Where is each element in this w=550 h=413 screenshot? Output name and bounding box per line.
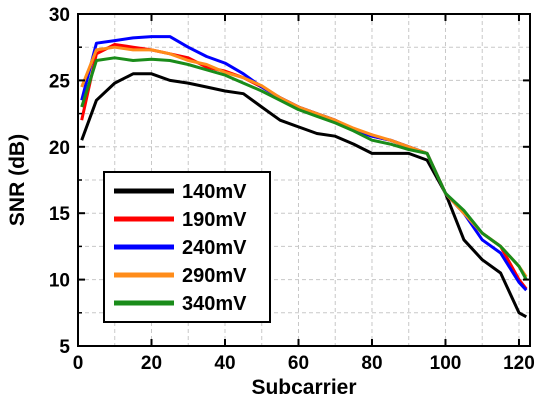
x-tick-label: 60: [288, 353, 309, 374]
y-tick-label: 25: [49, 71, 71, 92]
series-lines: [80, 35, 528, 319]
series-line-340mV: [80, 56, 528, 281]
x-tick-label: 0: [73, 353, 84, 374]
y-tick-label: 20: [49, 138, 70, 159]
x-tick-label: 20: [141, 353, 162, 374]
legend-label: 140mV: [182, 181, 247, 203]
legend-label: 240mV: [182, 237, 247, 259]
series-line-290mV: [80, 45, 528, 278]
x-tick-label: 100: [430, 353, 462, 374]
y-tick-label: 5: [59, 337, 70, 358]
x-tick-label: 120: [503, 353, 535, 374]
axis-ticks: 0 20 40 60 80 100 120 5 10 15 20 25 30: [49, 5, 535, 374]
y-tick-label: 10: [49, 271, 70, 292]
x-tick-label: 40: [214, 353, 235, 374]
legend-label: 290mV: [182, 265, 247, 287]
legend: 140mV 190mV 240mV 290mV 340mV: [103, 171, 271, 323]
legend-label: 190mV: [182, 209, 247, 231]
legend-label: 340mV: [182, 293, 247, 315]
y-tick-label: 30: [49, 5, 70, 26]
x-tick-label: 80: [361, 353, 382, 374]
series-line-140mV: [80, 72, 528, 319]
y-axis-title: SNR (dB): [6, 134, 29, 226]
y-tick-label: 15: [49, 204, 71, 225]
x-axis-title: Subcarrier: [251, 376, 356, 399]
